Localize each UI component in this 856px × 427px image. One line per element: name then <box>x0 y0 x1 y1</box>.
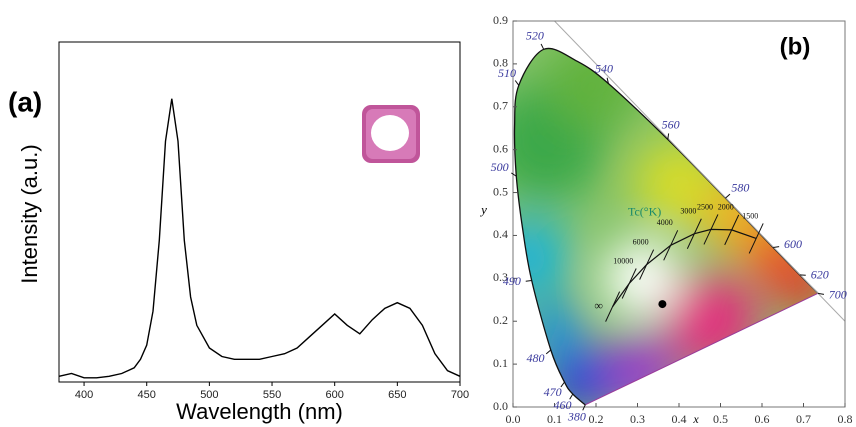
isotherm <box>663 230 679 261</box>
plot-frame <box>58 41 461 383</box>
y-tick-label: 0.8 <box>493 56 508 70</box>
cct-label: 6000 <box>633 237 649 246</box>
x-tick-label: 600 <box>326 389 344 401</box>
isotherm <box>686 218 702 249</box>
wavelength-label: 700 <box>829 287 847 301</box>
x-axis-label: x <box>692 412 699 426</box>
cct-label: 2500 <box>697 202 713 211</box>
cct-label: 1500 <box>742 211 758 220</box>
locus-tick <box>525 279 532 282</box>
x-tick-label: 650 <box>388 389 406 401</box>
x-tick-label: 450 <box>138 389 156 401</box>
cct-label: ∞ <box>594 298 603 312</box>
locus-tick <box>560 381 565 388</box>
y-tick-label: 0.0 <box>493 399 508 413</box>
wavelength-label: 510 <box>498 66 516 80</box>
x-tick-label: 0.6 <box>755 412 770 426</box>
x-tick-label: 0.1 <box>547 412 562 426</box>
cct-label: 4000 <box>657 218 673 227</box>
x-tick-label: 0.2 <box>589 412 604 426</box>
y-axis-label: y <box>479 202 487 217</box>
spectrum-line <box>58 98 461 379</box>
isotherm <box>724 214 740 246</box>
x-tick-label: 550 <box>263 389 281 401</box>
x-tick-label: 0.0 <box>506 412 521 426</box>
locus-tick <box>511 172 517 177</box>
y-tick-label: 0.2 <box>493 313 508 327</box>
wavelength-label: 380 <box>567 409 586 423</box>
locus-tick <box>540 43 545 50</box>
isotherm <box>621 268 637 299</box>
isotherm <box>639 249 655 280</box>
data-point <box>658 300 667 309</box>
y-axis-label: Intensity (a.u.) <box>17 144 42 283</box>
x-tick-label: 0.3 <box>630 412 645 426</box>
wavelength-label: 480 <box>527 351 545 365</box>
x-tick-label: 400 <box>75 389 93 401</box>
y-tick-label: 0.6 <box>493 141 508 155</box>
x-tick-label: 0.8 <box>838 412 853 426</box>
locus-tick <box>582 404 586 411</box>
diagonal-guide <box>554 20 846 322</box>
wavelength-label: 520 <box>526 28 544 42</box>
panel-label: (a) <box>8 86 42 117</box>
x-tick-label: 700 <box>451 389 469 401</box>
locus-tick <box>817 292 825 295</box>
isotherm <box>703 214 719 245</box>
y-tick-label: 0.9 <box>493 13 508 27</box>
wavelength-label: 580 <box>731 181 749 195</box>
color-blob <box>664 273 761 370</box>
wavelength-label: 600 <box>784 237 802 251</box>
locus-tick <box>606 77 609 84</box>
wavelength-label: 620 <box>811 268 829 282</box>
inset-photo <box>362 105 420 163</box>
y-tick-label: 0.5 <box>493 184 508 198</box>
y-tick-label: 0.4 <box>493 227 508 241</box>
x-tick-label: 0.5 <box>713 412 728 426</box>
panel-label: (b) <box>780 33 811 60</box>
wavelength-label: 500 <box>491 160 509 174</box>
locus-tick <box>569 393 574 400</box>
wavelength-label: 470 <box>544 385 562 399</box>
cct-label: 2000 <box>718 203 734 212</box>
cct-title: Tc(°K) <box>628 204 661 218</box>
isotherm <box>748 223 764 254</box>
locus-tick <box>725 193 731 199</box>
wavelength-label: 560 <box>662 117 680 131</box>
locus-tick <box>667 133 670 140</box>
purple-line <box>585 292 819 406</box>
color-blob <box>546 48 646 132</box>
cct-label: 3000 <box>680 207 696 216</box>
x-axis-label: Wavelength (nm) <box>176 399 343 424</box>
y-tick-label: 0.1 <box>493 356 508 370</box>
x-tick-label: 0.7 <box>796 412 811 426</box>
y-tick-label: 0.3 <box>493 270 508 284</box>
locus-tick <box>514 80 520 86</box>
x-tick-label: 500 <box>200 389 218 401</box>
color-blob <box>514 216 570 297</box>
locus-tick <box>545 349 552 355</box>
isotherm <box>605 291 621 322</box>
wavelength-label: 490 <box>503 274 521 288</box>
x-tick-label: 0.4 <box>672 412 687 426</box>
planckian-locus <box>612 228 757 307</box>
locus-tick <box>773 246 780 248</box>
y-tick-label: 0.7 <box>493 99 508 113</box>
cct-label: 10000 <box>613 256 633 265</box>
wavelength-label: 460 <box>553 398 571 412</box>
wavelength-label: 540 <box>595 62 613 76</box>
